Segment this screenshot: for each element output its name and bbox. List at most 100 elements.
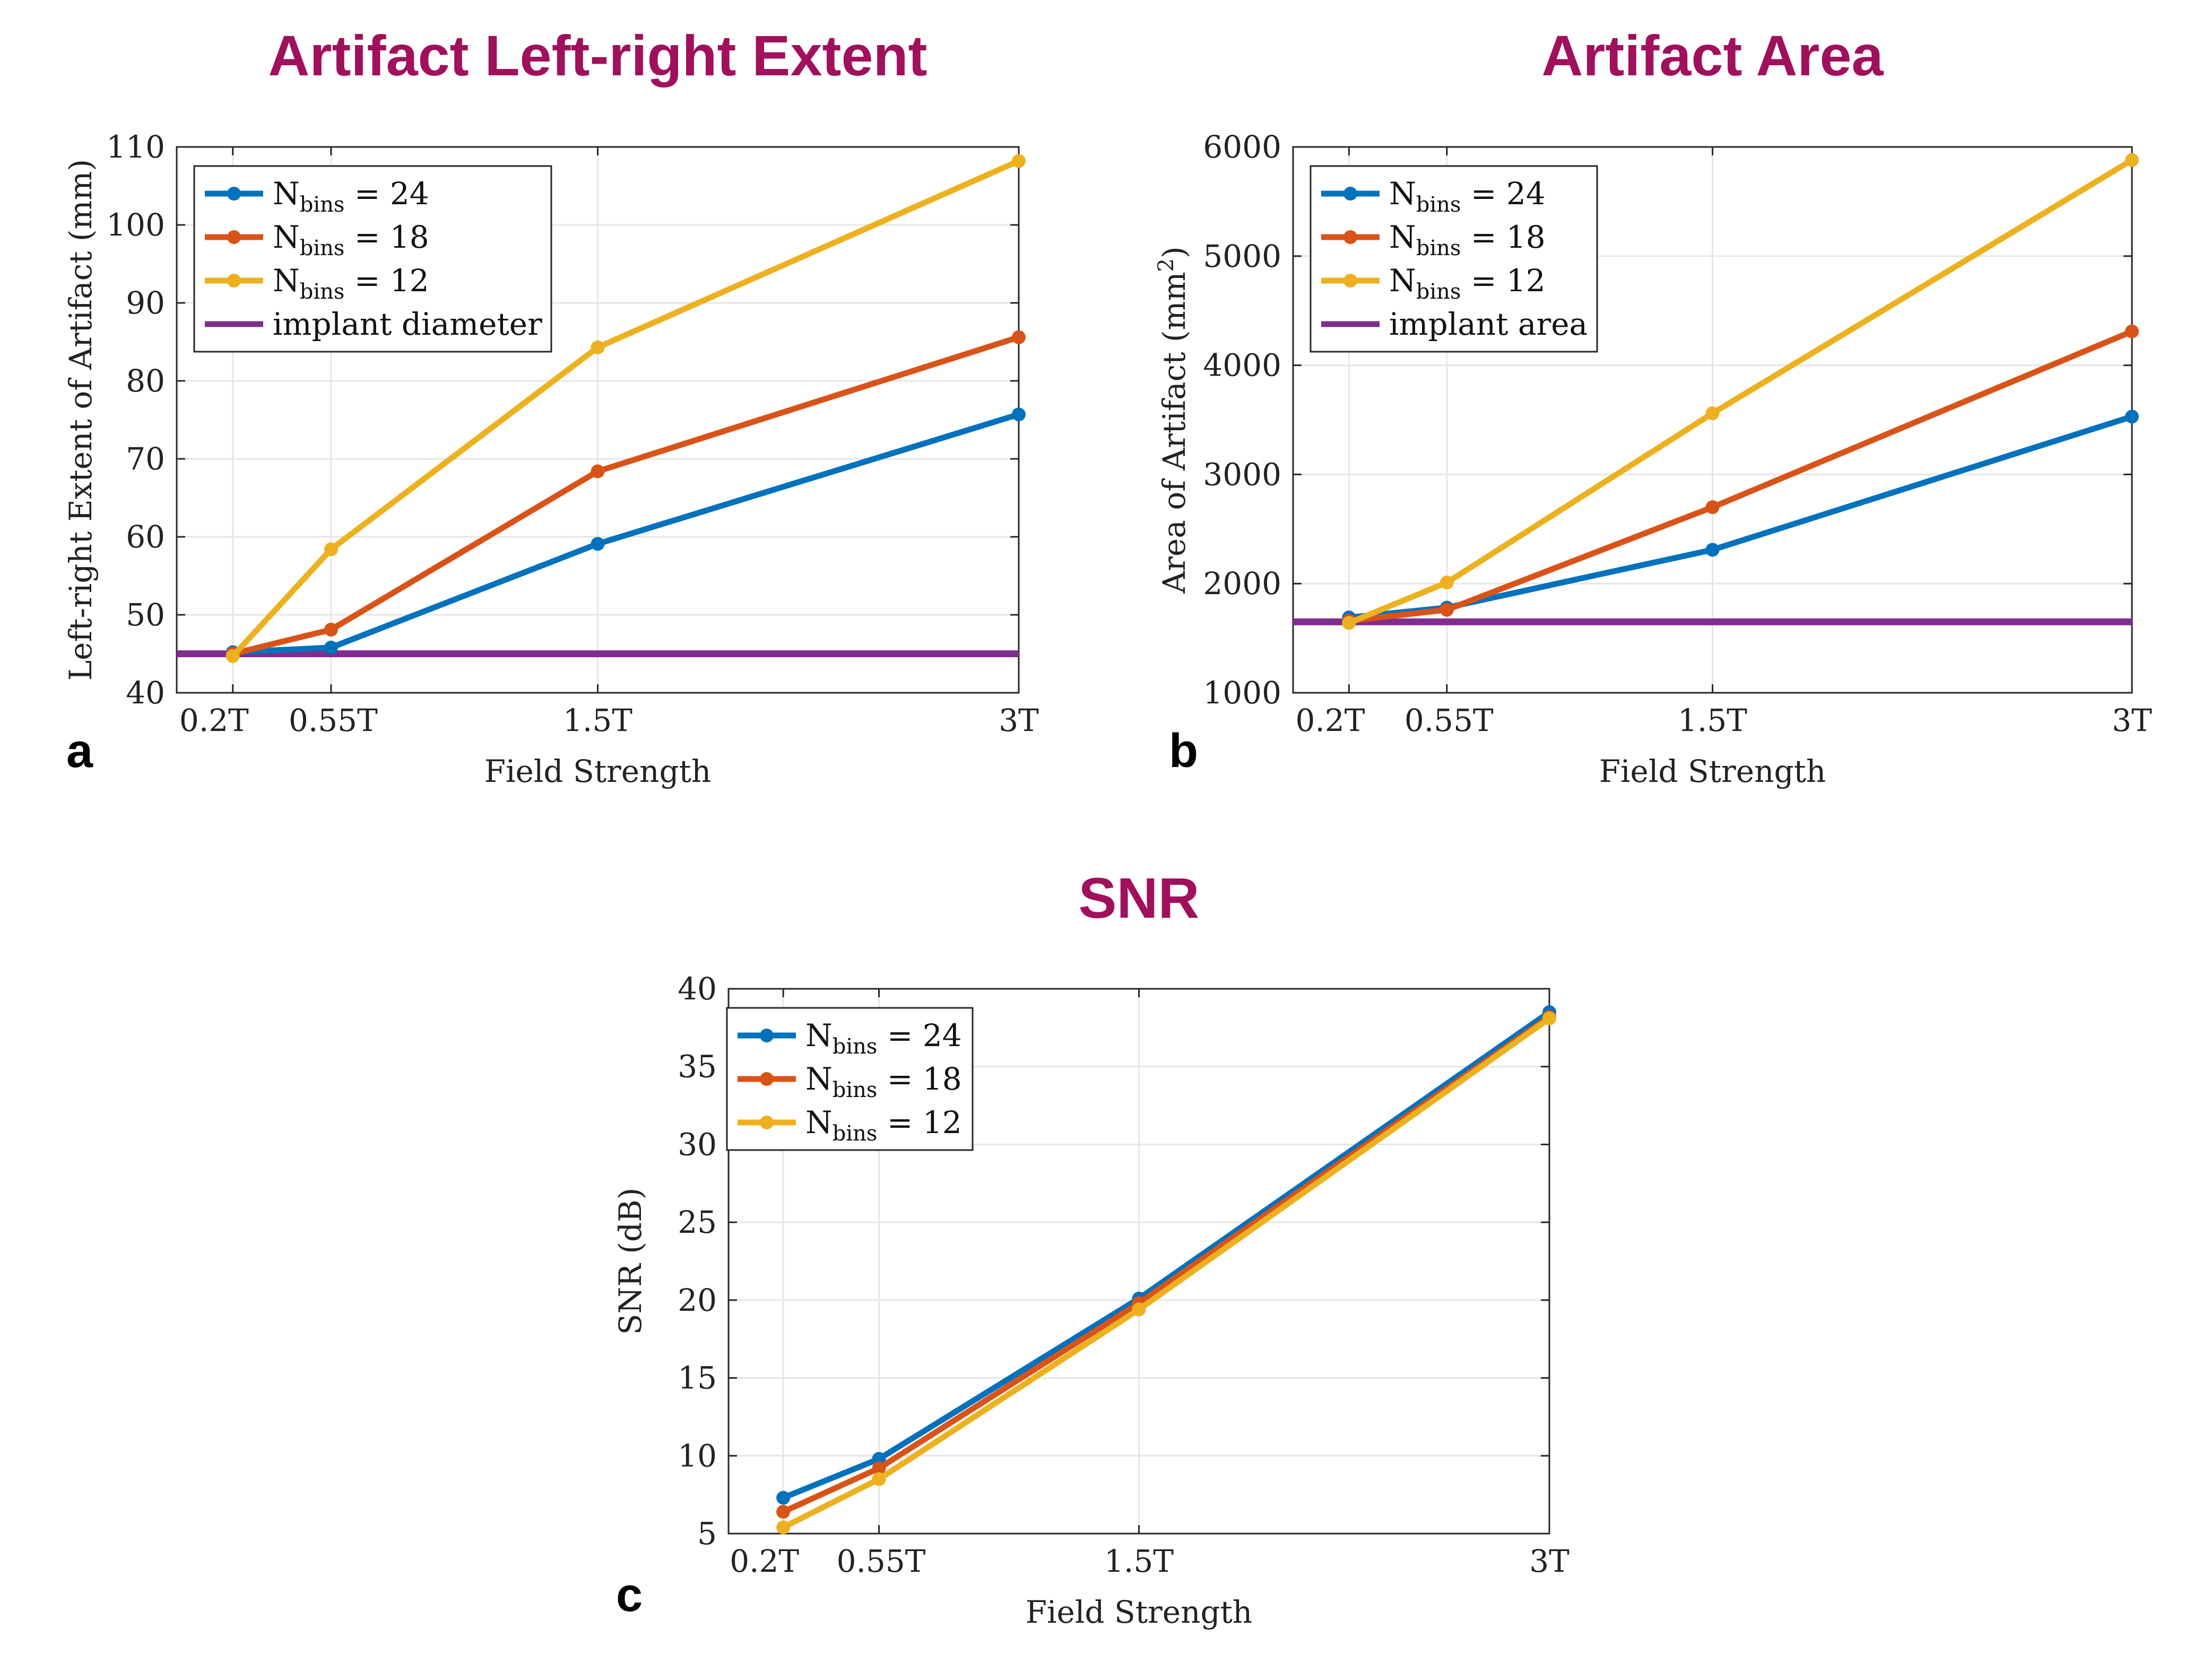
chart-title: Artifact Left-right Extent [268,23,927,88]
legend-marker [760,1116,774,1129]
legend-box [193,165,552,353]
x-axis-label: Field Strength [1599,753,1826,789]
legend-entry-sub: bins [1416,280,1461,304]
legend-entry-name: N [805,1017,833,1054]
data-point [872,1472,886,1486]
legend-entry-sub: bins [300,193,345,217]
legend-entry-sub: bins [833,1034,878,1059]
chart-panel-a: Artifact Left-right Extent 40 50 60 70 80 90 10… [63,23,1039,789]
data-point [776,1491,791,1505]
panel-label: c [616,1569,643,1622]
legend-entry-value: = 12 [1461,263,1545,299]
series-line-1 [1346,328,2135,624]
legend-box [1310,165,1598,353]
panel-label: a [66,725,93,778]
chart-panel-c: SNR 5 10 15 20 25 30 35 40 0.2T 0.55T 1.5T 3T Field S… [612,866,1570,1630]
data-point [1440,603,1454,617]
legend-entry-name: N [1389,263,1416,299]
data-point [591,340,605,354]
chart-title: Artifact Area [1541,23,1884,88]
y-tick-label: 100 [106,207,165,243]
y-tick-label: 40 [126,675,165,711]
y-tick-label: 35 [678,1049,717,1085]
x-axis-label: Field Strength [1026,1594,1252,1630]
y-tick-label: 70 [126,441,165,477]
legend-entry-name: N [805,1104,833,1141]
legend-entry: implant diameter [273,306,542,342]
panel-label: b [1169,725,1198,778]
legend-entry: Nbins = 18 [805,1061,962,1102]
y-tick-label: 20 [678,1282,717,1318]
y-tick-label: 1000 [1203,675,1281,711]
data-point [591,537,605,551]
data-point [1132,1302,1146,1317]
y-tick-label: 50 [126,597,165,633]
y-axis-label-text: SNR (dB) [612,1188,648,1335]
data-point [2125,410,2139,424]
legend-entry: Nbins = 24 [273,176,429,217]
y-axis-label-text: Left-right Extent of Artifact (mm) [63,159,99,681]
legend-entry-value: = 12 [877,1104,961,1141]
chart-panel-b: Artifact Area 1000 2000 3000 4000 5000 6000 0.2… [1154,23,2152,789]
data-point [1342,616,1356,630]
data-point [591,464,605,478]
legend-marker [1343,274,1357,288]
x-tick-label: 3T [999,702,1039,738]
data-point [324,622,338,637]
series-line-1 [230,334,1022,657]
y-axis-label: Left-right Extent of Artifact (mm) [63,159,99,681]
legend-entry-value: = 18 [1461,219,1545,255]
legend-entry-value: = 18 [877,1061,961,1097]
legend-entry: Nbins = 18 [1389,219,1546,260]
x-tick-label: 3T [2112,702,2152,738]
x-tick-label: 1.5T [563,702,632,738]
data-point [1705,543,1720,557]
y-axis-label: Area of Artifact (mm2) [1154,246,1192,594]
x-tick-label: 3T [1529,1543,1570,1579]
data-point [2125,324,2139,338]
legend-entry-value: = 24 [877,1017,961,1054]
legend-entry-name: N [805,1061,833,1097]
data-point [226,649,240,663]
legend-entry-sub: bins [1416,193,1461,217]
y-tick-label: 10 [678,1438,717,1474]
x-tick-label: 0.55T [289,702,378,738]
legend-entry: Nbins = 12 [805,1104,962,1146]
legend-entry-sub: bins [1416,236,1461,260]
series-line-0 [230,411,1022,656]
legend-entry: Nbins = 12 [273,263,429,304]
legend-entry-sub: bins [833,1078,878,1102]
data-point [1705,406,1720,421]
x-tick-label: 1.5T [1678,702,1747,738]
y-tick-label: 90 [126,285,165,321]
y-tick-label: 110 [106,129,165,165]
y-tick-label: 80 [126,363,165,399]
data-point [1012,330,1026,344]
legend-entry-sub: bins [300,280,345,304]
x-tick-label: 0.55T [1404,702,1494,738]
data-point [1012,407,1026,422]
legend-entry-name: N [1389,176,1416,212]
legend-entry: Nbins = 12 [1389,263,1546,304]
y-tick-label: 40 [678,971,717,1007]
legend-entry-value: = 24 [344,176,429,212]
y-tick-label: 4000 [1203,347,1281,384]
data-point [776,1520,791,1535]
legend-entry-value: = 18 [344,219,429,255]
y-tick-label: 2000 [1203,565,1281,602]
legend-entry-name: N [1389,219,1416,255]
y-axis-label-sup: 2 [1154,258,1178,272]
series-line-2 [230,158,1022,659]
series-line-2 [1346,157,2135,626]
legend-marker [227,274,241,288]
y-axis-label-end: ) [1156,246,1192,258]
data-point [1542,1011,1556,1025]
legend-marker [227,230,241,244]
data-point [2125,153,2139,167]
series-line-0 [780,1009,1553,1501]
x-tick-label: 1.5T [1104,1543,1174,1579]
legend-entry-sub: bins [833,1121,878,1146]
